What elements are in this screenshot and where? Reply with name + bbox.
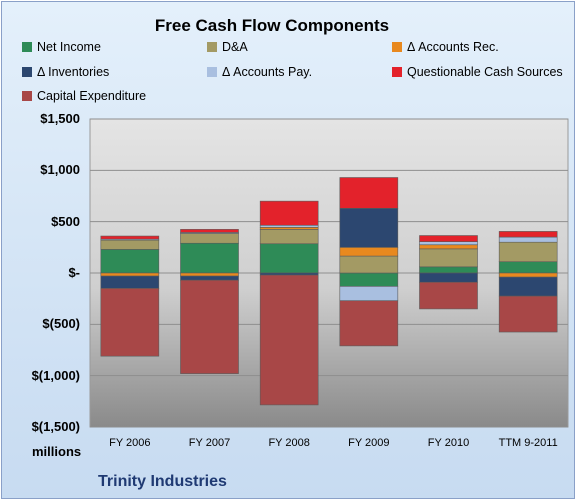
bar-segment [498, 276, 558, 297]
legend-swatch [22, 42, 32, 52]
legend-label: Δ Inventories [37, 65, 110, 79]
legend-swatch [392, 42, 402, 52]
bar-segment [419, 266, 478, 274]
bar-segment [259, 229, 319, 245]
legend-item-accounts-pay: Δ Accounts Pay. [207, 64, 312, 80]
chart-title: Free Cash Flow Components [154, 16, 390, 35]
bar-segment [339, 286, 399, 302]
bar-segment [498, 236, 558, 243]
bar-segment [100, 239, 160, 250]
bar-segment [180, 279, 239, 374]
bar-segment [180, 272, 239, 277]
bar-segment [498, 295, 558, 333]
bar-segment [419, 241, 478, 246]
legend-item-accounts-rec: Δ Accounts Rec. [392, 39, 499, 55]
bar-segment [498, 272, 558, 278]
bar-segment [419, 244, 478, 250]
legend-item-net-income: Net Income [22, 39, 101, 55]
legend-label: Δ Accounts Pay. [222, 65, 313, 79]
bar-segment [339, 255, 399, 274]
legend-swatch [22, 67, 32, 77]
bar-segment [498, 231, 558, 238]
legend-label: Capital Expenditure [37, 89, 147, 103]
legend-item-questionable: Questionable Cash Sources [392, 64, 563, 80]
x-tick-label: FY 2007 [188, 437, 231, 449]
bar-segment [419, 235, 478, 242]
y-tick-label: $(500) [42, 316, 80, 332]
legend-label: Net Income [37, 40, 101, 54]
bar-segment [339, 300, 399, 347]
bar-segment [339, 177, 399, 209]
bar-segment [180, 229, 239, 233]
legend-swatch [207, 67, 217, 77]
legend-item-da: D&A [207, 39, 248, 55]
bar-segment [498, 241, 558, 263]
x-tick-label: FY 2006 [109, 437, 151, 449]
legend-item-capex: Capital Expenditure [22, 88, 146, 104]
y-tick-label: $- [68, 265, 80, 280]
bar-segment [259, 274, 319, 406]
bar-segment [100, 275, 160, 289]
legend-label: D&A [222, 40, 248, 54]
legend-swatch [207, 42, 217, 52]
bar-segment [259, 227, 319, 230]
bar-segment [339, 208, 399, 248]
bar-segment [100, 272, 160, 277]
bar-segment [419, 272, 478, 283]
bar-segment [180, 242, 239, 274]
legend-swatch [22, 91, 32, 101]
legend-item-inventories: Δ Inventories [22, 64, 109, 80]
x-tick-label: FY 2010 [427, 437, 470, 449]
y-tick-label: $500 [51, 213, 80, 229]
x-tick-label: TTM 9-2011 [498, 437, 558, 449]
legend-label: Δ Accounts Rec. [407, 40, 499, 54]
bar-segment [339, 272, 399, 287]
x-tick-label: FY 2008 [268, 437, 310, 449]
bar-segment [339, 247, 399, 257]
y-tick-label: $1,000 [40, 162, 80, 178]
y-tick-label: $1,500 [40, 111, 80, 126]
units-label: millions [32, 444, 82, 459]
bar-segment [259, 224, 319, 228]
legend-swatch [392, 67, 402, 77]
company-name: Trinity Industries [98, 473, 227, 490]
bar-segment [100, 288, 160, 357]
bar-segment [419, 248, 478, 268]
bar-segment [259, 243, 319, 274]
bar-segment [100, 235, 160, 240]
y-tick-label: $(1,000) [31, 367, 80, 383]
bar-segment [498, 261, 558, 274]
bar-segment [180, 275, 239, 281]
bar-segment [180, 233, 239, 244]
bar-segment [259, 272, 319, 276]
legend-label: Questionable Cash Sources [407, 65, 563, 79]
bar-segment [100, 249, 160, 274]
bar-segment [259, 200, 319, 226]
x-tick-label: FY 2009 [348, 437, 390, 449]
y-tick-label: $(1,500) [31, 419, 80, 434]
bar-segment [419, 281, 478, 310]
